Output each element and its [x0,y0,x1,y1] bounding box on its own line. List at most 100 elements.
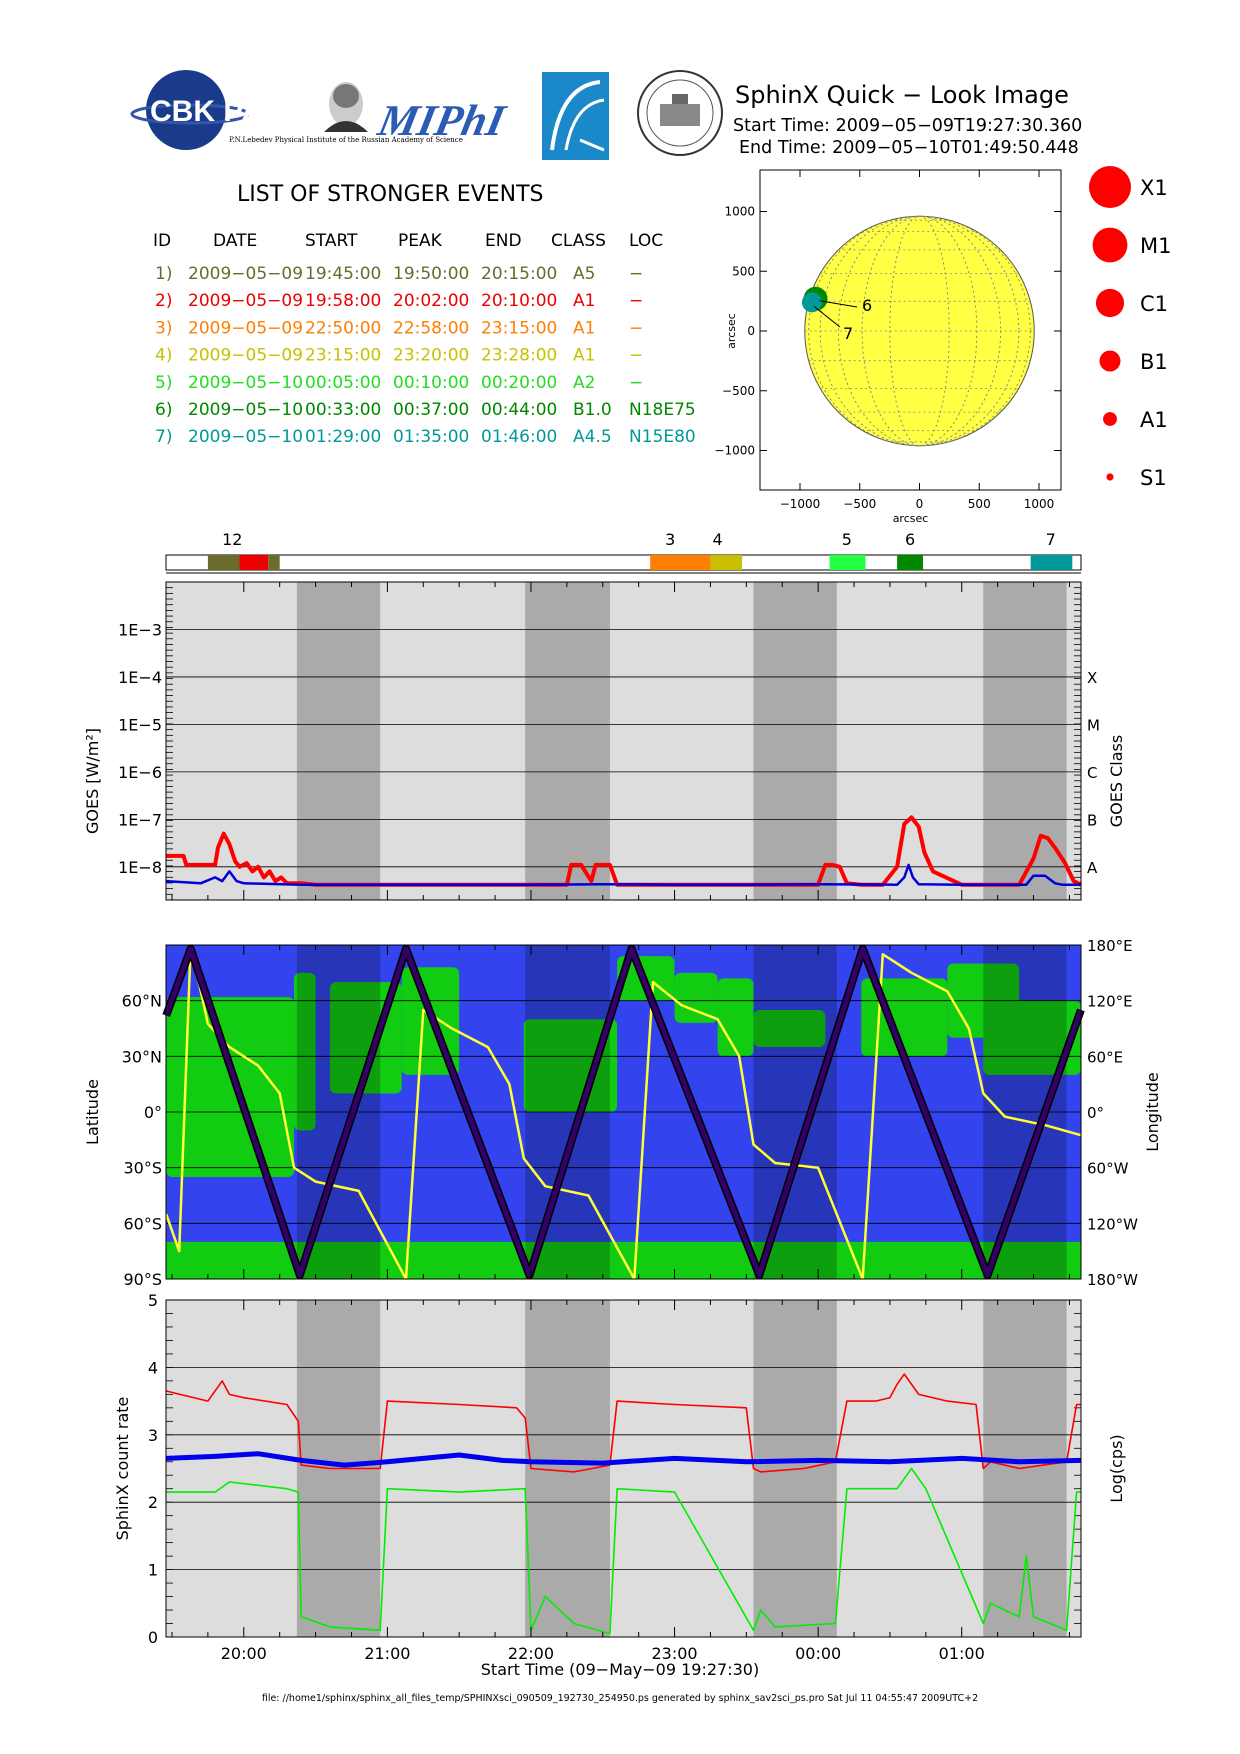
x-tick-label: 23:00 [651,1644,697,1663]
sun-location-map: −1000 −1000 −500 −500 0 0 500 500 1000 1000 arcsec… [714,169,1062,525]
event-class: A1 [573,318,595,338]
event-row: 3) 2009−05−09 22:50:00 22:58:00 23:15:00 A1 − [155,318,643,338]
y-tick-label: 30°S [123,1159,162,1178]
event-peak: 20:02:00 [393,291,469,311]
event-start: 23:15:00 [305,346,381,366]
x-tick-label: 20:00 [221,1644,267,1663]
land-mass [753,1009,826,1048]
y-tick-label: 4 [148,1358,158,1377]
event-row: 2) 2009−05−09 19:58:00 20:02:00 20:10:00 A1 − [155,291,643,311]
x-tick-label: −500 [843,497,876,511]
size-legend-label: M1 [1140,234,1171,258]
y-tick-label: 2 [148,1493,158,1512]
y-tick-label: 0 [148,1628,158,1647]
size-legend-label: S1 [1140,466,1167,490]
x-tick-label: 21:00 [364,1644,410,1663]
longitude-curve [165,943,1082,1281]
cbk-pan-logo: CBK PAN [130,70,284,150]
event-end: 20:10:00 [481,291,557,311]
goes-class-label: C [1087,764,1097,782]
timeline-strip [165,554,1082,571]
end-time: End Time: 2009−05−10T01:49:50.448 [739,138,1079,158]
y2-axis-label: Longitude [1143,1072,1162,1152]
y-tick-label: 3 [148,1426,158,1445]
event-list: LIST OF STRONGER EVENTS ID DATE START PEAK E… [153,182,696,447]
event-end: 00:44:00 [481,400,557,420]
event-id: 7) [155,427,172,447]
event-class: A2 [573,373,595,393]
land-mass [674,972,718,1023]
size-legend-circle [1092,227,1128,263]
x-tick-label: 01:00 [939,1644,985,1663]
event-id: 5) [155,373,172,393]
longitude-gridline [808,215,1031,447]
event-date: 2009−05−10 [188,373,303,393]
panel-border [165,944,1082,1280]
event-number-label: 12 [222,530,242,549]
event-loc: N18E75 [629,400,696,420]
event-class: A4.5 [573,427,612,447]
event-id: 2) [155,291,172,311]
event-list-rows: 1) 2009−05−09 19:45:00 19:50:00 20:15:00 A5 −2… [155,264,696,447]
y2-tick-label: 180°E [1087,937,1133,955]
event-loc: N15E80 [629,427,696,447]
event-start: 19:58:00 [305,291,381,311]
event-id: 4) [155,346,172,366]
university-seal-logo [637,70,723,156]
y-axis-label: GOES [W/m²] [83,728,102,834]
y-tick-label: 1E−5 [118,715,162,734]
event-end: 00:20:00 [481,373,557,393]
lebedev-logo-caption: P.N.Lebedev Physical Institute of the Ru… [229,136,463,144]
x-tick-label: 1000 [1024,497,1055,511]
event-row: 1) 2009−05−09 19:45:00 19:50:00 20:15:00 A5 − [155,264,643,284]
goes-class-label: M [1087,716,1100,734]
event-loc: − [629,346,643,366]
size-legend-label: A1 [1140,408,1168,432]
event-column-header: CLASS [551,231,606,251]
event-loc: − [629,373,643,393]
event-row: 7) 2009−05−10 01:29:00 01:35:00 01:46:00 A4.5… [155,427,696,447]
event-loc: − [629,264,643,284]
event-bar [268,555,280,570]
event-peak: 00:10:00 [393,373,469,393]
event-list-heading: LIST OF STRONGER EVENTS [237,182,544,207]
x-tick-label: 22:00 [508,1644,554,1663]
lebedev-institute-logo: P.N.Lebedev Physical Institute of the Ru… [229,82,463,144]
y2-tick-label: 120°W [1087,1215,1138,1233]
event-timeline: 12 3 4 5 6 7 [165,530,1082,574]
event-number-label: 7 [1046,530,1056,549]
y-tick-label: 0 [747,324,755,338]
latitude-longitude-panel: 90°S 60°S 30°S 0° 30°N 60°N 180°W 120°W 60°W 0° 60… [83,937,1162,1289]
marker-label-7: 7 [843,324,853,343]
x-tick-label: 00:00 [795,1644,841,1663]
y2-tick-label: 0° [1087,1104,1104,1122]
event-row: 4) 2009−05−09 23:15:00 23:20:00 23:28:00 A1 − [155,346,643,366]
size-legend-label: B1 [1140,350,1168,374]
y-tick-label: 1 [148,1561,158,1580]
event-date: 2009−05−09 [188,264,303,284]
event-peak: 00:37:00 [393,400,469,420]
orbit-track [163,946,1084,1278]
event-date: 2009−05−09 [188,291,303,311]
miphi-logo-text: MIPhI [373,95,511,144]
x-tick-label: −1000 [780,497,821,511]
event-id: 1) [155,264,172,284]
goes-flux-panel: 1E−8 1E−7 1E−6 1E−5 1E−4 1E−3 A B C M X GOES [W/m²]… [83,581,1126,901]
y2-tick-label: 120°E [1087,993,1133,1011]
y-tick-label: 500 [732,264,755,278]
night-band [753,582,837,900]
event-peak: 01:35:00 [393,427,469,447]
goes-class-label: B [1087,811,1097,829]
longitude-gridline [819,215,1020,447]
event-class: A1 [573,346,595,366]
event-end: 20:15:00 [481,264,557,284]
event-bar [710,555,743,570]
event-start: 22:50:00 [305,318,381,338]
y-tick-label: −1000 [714,444,755,458]
sphinx-channel-blue [166,1451,1081,1468]
event-column-header: DATE [213,231,257,251]
x-axis-label: arcsec [893,512,929,525]
night-band [296,582,381,900]
event-date: 2009−05−09 [188,318,303,338]
